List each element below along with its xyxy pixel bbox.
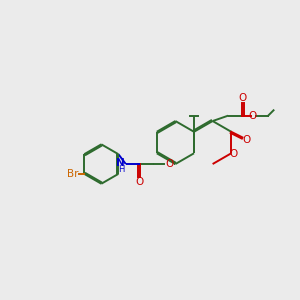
Text: O: O (165, 159, 173, 169)
Text: O: O (243, 135, 251, 145)
Text: Br: Br (67, 169, 78, 179)
Text: O: O (135, 177, 144, 187)
Text: O: O (229, 149, 237, 160)
Text: H: H (118, 165, 124, 174)
Text: O: O (248, 111, 256, 121)
Text: N: N (116, 158, 124, 167)
Text: O: O (238, 93, 247, 103)
